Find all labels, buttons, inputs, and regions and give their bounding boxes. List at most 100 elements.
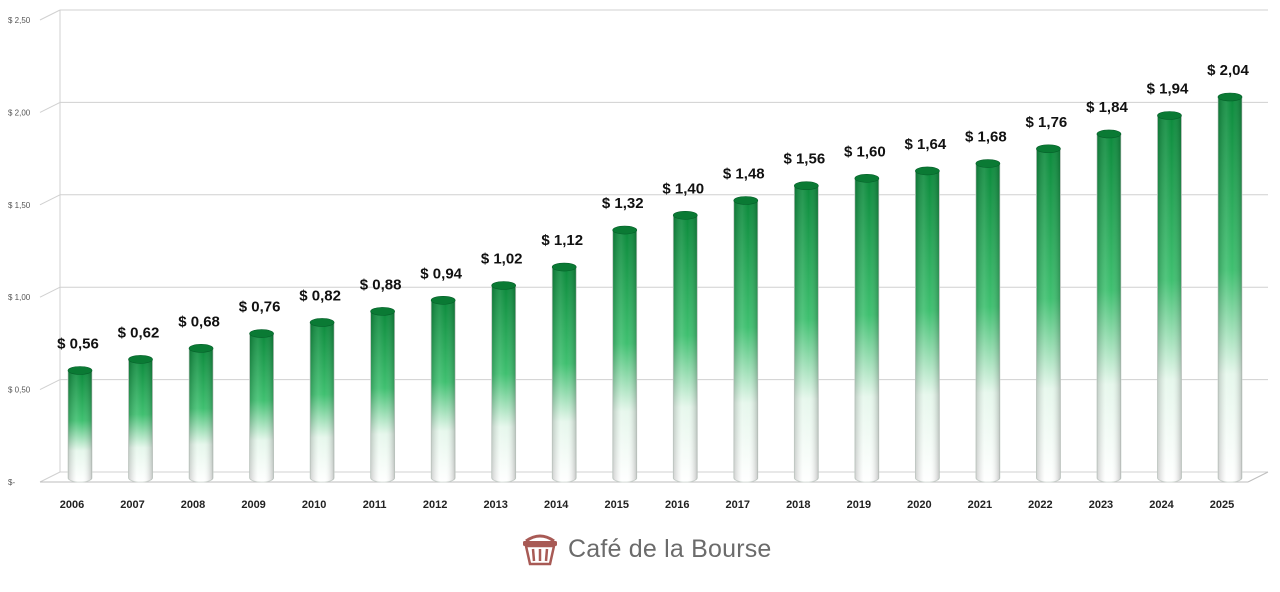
y-tick-label: $ 0,50 (8, 386, 31, 395)
y-tick-label: $ 1,50 (8, 201, 31, 210)
bar-shading (431, 300, 456, 482)
bar-cap (1096, 129, 1122, 139)
bar-shading (975, 163, 1000, 482)
bar-shading (854, 178, 879, 482)
bar-cap (128, 355, 153, 364)
x-tick-label: 2020 (907, 499, 931, 511)
x-tick-label: 2007 (120, 499, 144, 511)
x-tick-label: 2024 (1149, 499, 1174, 511)
basket-icon (523, 534, 557, 566)
logo-text: Café de la Bourse (568, 534, 772, 563)
bar-2022 (1036, 144, 1061, 483)
x-tick-label: 2015 (604, 499, 628, 511)
bar-shading (1218, 97, 1242, 483)
data-label: $ 1,48 (723, 165, 765, 182)
y-tick-label: $- (8, 478, 15, 487)
x-tick-label: 2021 (968, 499, 992, 511)
x-tick-label: 2010 (302, 499, 326, 511)
gridline-diag (39, 9, 61, 21)
bar-2012 (430, 295, 456, 483)
floor-edge (1247, 471, 1269, 483)
gridline-diag (39, 379, 61, 391)
bar-2025 (1217, 92, 1243, 483)
x-tick-label: 2025 (1210, 499, 1234, 511)
data-label: $ 1,68 (965, 129, 1007, 146)
bar-shading (1096, 133, 1121, 482)
data-label: $ 1,60 (844, 143, 886, 160)
bar-cap (733, 196, 759, 205)
bar-2021 (975, 159, 1001, 483)
bar-2010 (309, 318, 335, 483)
bar-cap (1157, 111, 1182, 120)
bar-shading (128, 359, 153, 482)
x-tick-label: 2008 (181, 499, 205, 511)
data-label: $ 1,56 (783, 151, 825, 168)
x-tick-label: 2022 (1028, 499, 1052, 511)
bar-shading (370, 311, 395, 482)
bar-2024 (1157, 111, 1182, 483)
x-tick-label: 2006 (60, 499, 84, 511)
x-tick-label: 2014 (544, 499, 569, 511)
bar-shading (794, 185, 819, 482)
bar-cap (1036, 144, 1061, 154)
bar-cap (67, 366, 93, 375)
x-tick-label: 2013 (483, 499, 507, 511)
bar-shading (68, 370, 92, 482)
bar-shading (1157, 115, 1182, 482)
bar-shading (310, 322, 335, 482)
bar-2014 (551, 262, 577, 483)
bar-2016 (672, 210, 698, 483)
gridline-diag (39, 471, 61, 483)
bar-shading (612, 230, 637, 482)
brand-logo: Café de la Bourse (520, 527, 772, 571)
x-tick-label: 2019 (847, 499, 871, 511)
bar-2011 (370, 307, 396, 483)
data-label: $ 1,40 (662, 180, 704, 197)
bar-2008 (188, 344, 214, 483)
bar-2019 (854, 174, 880, 483)
gridline-diag (39, 101, 61, 113)
bar-cap (491, 281, 516, 290)
data-label: $ 0,94 (420, 265, 462, 282)
gridline-diag (39, 194, 61, 206)
bar-2013 (491, 281, 517, 483)
bar-shading (1036, 148, 1061, 482)
x-tick-label: 2016 (665, 499, 689, 511)
y-tick-label: $ 2,00 (8, 108, 31, 117)
bar-shading (249, 333, 274, 482)
bar-cap (430, 295, 456, 305)
bar-cap (249, 329, 274, 338)
x-tick-label: 2011 (363, 499, 387, 511)
data-label: $ 0,62 (118, 324, 160, 341)
bar-cap (854, 174, 880, 183)
y-tick-label: $ 2,50 (8, 16, 31, 25)
data-label: $ 1,32 (602, 195, 644, 212)
bar-cap (794, 181, 819, 191)
bar-2006 (67, 366, 93, 483)
data-label: $ 1,84 (1086, 99, 1128, 116)
bar-shading (552, 267, 577, 482)
bar-2017 (733, 196, 759, 483)
bar-cap (1217, 92, 1243, 102)
bar-cap (309, 318, 335, 327)
x-tick-label: 2023 (1089, 499, 1113, 511)
bar-cap (370, 307, 395, 316)
x-tick-label: 2017 (726, 499, 750, 511)
x-tick-label: 2009 (241, 499, 265, 511)
data-label: $ 1,76 (1026, 114, 1068, 131)
bar-cap (672, 210, 698, 220)
bar-2023 (1096, 129, 1122, 483)
data-label: $ 0,76 (239, 299, 281, 316)
bar-cap (188, 344, 214, 353)
gridline-diag (39, 286, 61, 298)
data-label: $ 1,64 (905, 136, 947, 153)
bar-2020 (914, 166, 940, 483)
bar-2015 (612, 225, 638, 483)
bar-2018 (793, 181, 819, 483)
y-tick-label: $ 1,00 (8, 293, 31, 302)
data-label: $ 0,88 (360, 276, 402, 293)
bar-2009 (249, 329, 274, 483)
x-tick-label: 2012 (423, 499, 447, 511)
